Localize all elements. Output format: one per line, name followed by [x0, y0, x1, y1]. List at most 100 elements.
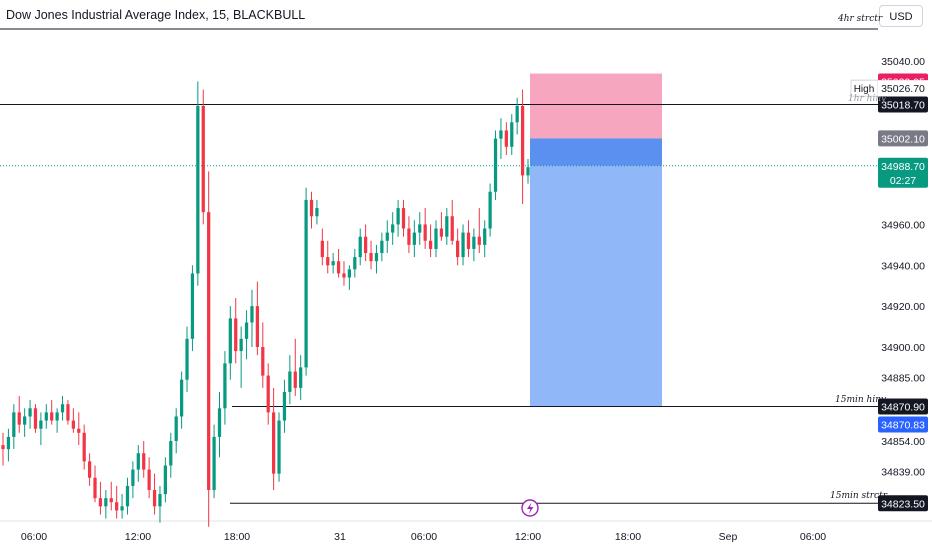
candle-body	[190, 273, 195, 339]
candle-body	[499, 130, 503, 139]
candle-body	[196, 105, 200, 274]
strctr-line-badge: 34823.50	[881, 498, 925, 510]
candle-body	[174, 416, 178, 441]
currency-button[interactable]: USD	[879, 5, 923, 27]
last-price-badge-bg	[878, 157, 928, 188]
candle-body	[445, 216, 449, 237]
y-tick-label: 34839.00	[881, 467, 925, 479]
candle-body	[336, 261, 341, 274]
candle-body	[131, 469, 135, 486]
candle-body	[147, 469, 151, 490]
x-tick-label: 12:00	[515, 531, 541, 543]
candle-body	[261, 347, 265, 376]
x-tick-label: Sep	[719, 531, 738, 543]
candle-body	[472, 236, 476, 249]
high-value-bg	[878, 80, 928, 97]
x-tick-label: 18:00	[224, 531, 250, 543]
hinv-line-badge-bg	[878, 398, 928, 415]
candle-body	[98, 498, 103, 507]
candle-body	[93, 477, 97, 499]
target-price-badge: 34870.83	[881, 419, 925, 431]
candle-body	[55, 412, 59, 421]
y-tick-label: 34885.00	[881, 373, 925, 385]
candle-body	[277, 420, 281, 474]
candle-body	[244, 322, 249, 339]
candle-body	[396, 208, 400, 225]
candle-body	[488, 191, 492, 229]
candle-body	[304, 199, 308, 368]
x-tick-label: 06:00	[411, 531, 437, 543]
x-tick-label: 31	[334, 531, 346, 543]
symbol-title[interactable]: Dow Jones Industrial Average Index, 15, …	[6, 8, 306, 22]
candle-body	[391, 224, 395, 233]
candle-body	[526, 167, 530, 176]
candle-body	[212, 436, 216, 490]
candle-body	[326, 257, 330, 266]
candle-body	[23, 416, 27, 425]
target-zone	[530, 165, 662, 407]
candle-body	[309, 199, 314, 217]
candle-body	[169, 440, 173, 466]
candle-body	[66, 404, 70, 421]
candle-body	[510, 122, 514, 147]
candle-body	[493, 138, 498, 192]
candle-body	[255, 306, 260, 347]
candle-body	[477, 236, 481, 245]
candle-body	[423, 224, 427, 241]
candle-body	[71, 420, 75, 429]
y-tick-label: 34960.00	[881, 219, 925, 231]
candle-body	[266, 375, 270, 413]
candle-body	[520, 105, 525, 176]
line-label-4hr: 4hr strctr	[838, 14, 883, 24]
x-tick-label: 12:00	[125, 531, 151, 543]
upper-line-badge: 35018.70	[881, 100, 925, 112]
candle-body	[82, 432, 86, 462]
candle-body	[428, 240, 433, 249]
candle-body	[33, 408, 38, 429]
candle-body	[142, 453, 146, 470]
candle-body	[450, 216, 454, 241]
candle-body	[158, 494, 162, 507]
candle-body	[115, 502, 119, 511]
candle-body	[185, 338, 189, 380]
candle-body	[342, 273, 346, 278]
candle-body	[353, 257, 357, 270]
candle-body	[228, 318, 232, 364]
target-price-badge-bg	[878, 416, 928, 433]
line-label-15min-hinv: 15min hinv	[835, 395, 887, 405]
candle-body	[60, 404, 65, 413]
candle-body	[385, 232, 389, 241]
price-axis: 35040.00 34960.00 34940.00 34920.00 34900.00…	[881, 56, 925, 479]
candle-body	[12, 412, 16, 437]
y-tick-label: 34854.00	[881, 436, 925, 448]
entry-price-badge: 35002.10	[881, 133, 925, 145]
candle-body	[77, 428, 81, 433]
lightning-icon[interactable]	[521, 499, 539, 517]
candle-body	[331, 261, 335, 266]
candle-body	[6, 436, 11, 450]
candle-body	[439, 228, 444, 237]
candlesticks	[1, 81, 530, 527]
candle-body	[293, 371, 297, 388]
candle-body	[407, 228, 411, 245]
x-tick-label: 06:00	[800, 531, 826, 543]
candle-body	[17, 412, 21, 425]
high-value: 35026.70	[881, 83, 925, 95]
x-tick-label: 18:00	[615, 531, 641, 543]
candle-body	[1, 445, 5, 450]
candle-body	[223, 363, 227, 409]
candle-body	[364, 236, 368, 254]
candle-body	[504, 130, 508, 147]
candle-body	[483, 228, 487, 245]
candle-body	[109, 498, 113, 503]
line-label-15min-strctr: 15min strctr	[830, 491, 888, 501]
candle-body	[358, 236, 362, 258]
candle-body	[466, 232, 471, 249]
candle-body	[288, 371, 292, 392]
line-label-1hr: 1hr hinv	[848, 94, 887, 104]
candle-body	[271, 412, 276, 474]
candle-body	[125, 485, 130, 507]
candle-body	[374, 253, 379, 262]
hinv-line-badge: 34870.90	[881, 401, 925, 413]
